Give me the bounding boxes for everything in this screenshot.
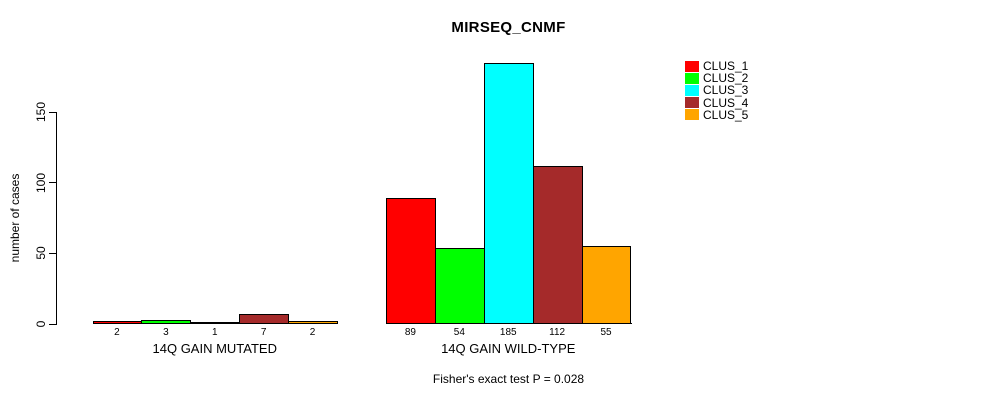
y-tick: [49, 182, 56, 184]
legend-swatch: [685, 72, 699, 84]
bar-value-label: 112: [549, 327, 566, 338]
y-tick: [49, 252, 56, 254]
legend-label: CLUS_1: [703, 59, 749, 74]
legend-swatch: [685, 109, 699, 121]
y-axis-label: number of cases: [8, 173, 22, 263]
y-tick: [49, 323, 56, 325]
x-axis-baseline: [92, 323, 338, 324]
y-tick-label: 100: [34, 172, 48, 193]
legend-item-clus_4: CLUS_4: [685, 97, 748, 109]
legend-item-clus_3: CLUS_3: [685, 84, 748, 96]
legend-swatch: [685, 97, 699, 109]
bar-value-label: 54: [453, 327, 465, 338]
bar-value-label: 185: [499, 327, 517, 338]
bar-clus_5-2: [581, 246, 632, 324]
bar-clus_2-2: [434, 248, 485, 324]
bar-value-label: 7: [260, 327, 267, 338]
annotation-text: Fisher's exact test P = 0.028: [432, 372, 585, 386]
bar-clus_1-2: [386, 198, 436, 324]
bar-value-label: 1: [211, 327, 218, 338]
legend: CLUS_1 CLUS_2 CLUS_3 CLUS_4 CLUS_5: [685, 60, 748, 121]
legend-label: CLUS_5: [703, 107, 749, 122]
legend-swatch: [685, 84, 699, 96]
bar-value-label: 89: [404, 327, 416, 338]
bar-clus_4-2: [532, 166, 583, 324]
bar-clus_3-2: [483, 63, 534, 324]
bar-value-label: 3: [163, 327, 169, 338]
y-tick-label: 150: [34, 101, 48, 123]
chart-title: MIRSEQ_CNMF: [451, 19, 566, 36]
legend-item-clus_2: CLUS_2: [685, 72, 748, 84]
legend-label: CLUS_4: [703, 95, 749, 110]
y-tick-label: 0: [34, 320, 48, 328]
bar-value-label: 2: [309, 327, 316, 338]
legend-label: CLUS_3: [703, 83, 749, 98]
y-tick-label: 50: [34, 246, 48, 261]
legend-label: CLUS_2: [703, 71, 749, 86]
bar-value-label: 55: [600, 327, 612, 338]
category-label: 14Q GAIN MUTATED: [152, 341, 277, 356]
legend-item-clus_5: CLUS_5: [685, 109, 748, 121]
x-axis-baseline: [386, 323, 632, 324]
bar-value-label: 2: [114, 327, 120, 338]
legend-item-clus_1: CLUS_1: [685, 60, 748, 72]
legend-swatch: [685, 60, 699, 72]
category-label: 14Q GAIN WILD-TYPE: [441, 341, 576, 356]
y-tick: [49, 111, 56, 113]
y-axis: [56, 112, 57, 325]
